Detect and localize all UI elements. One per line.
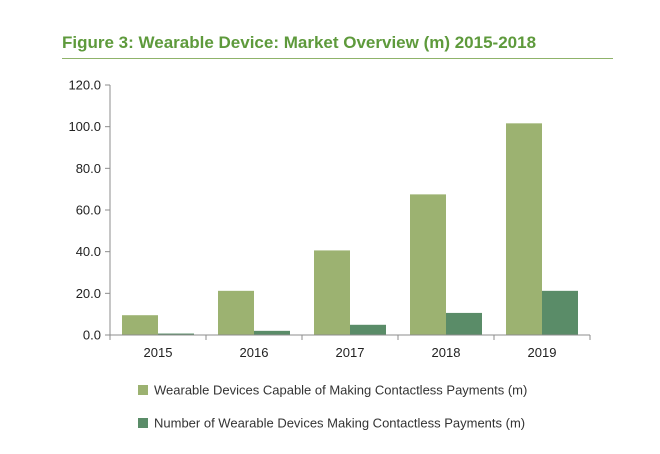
y-axis: 0.0 20.0 40.0 60.0 80.0 100.0 120.0 <box>68 78 111 343</box>
figure-title: Figure 3: Wearable Device: Market Overvi… <box>62 33 537 52</box>
y-tick-label: 80.0 <box>76 161 101 176</box>
legend-swatch-series-1 <box>138 385 148 395</box>
y-tick-label: 20.0 <box>76 286 101 301</box>
legend: Wearable Devices Capable of Making Conta… <box>138 383 527 431</box>
x-tick-label: 2017 <box>336 345 365 360</box>
y-tick-label: 0.0 <box>83 328 101 343</box>
bar-series-1-2019 <box>506 123 542 335</box>
y-tick-label: 40.0 <box>76 244 101 259</box>
bar-series-2-2016 <box>254 330 290 335</box>
y-tick-label: 120.0 <box>68 78 101 93</box>
x-tick-label: 2015 <box>144 345 173 360</box>
legend-swatch-series-2 <box>138 418 148 428</box>
bar-series-2-2018 <box>446 312 482 335</box>
title-divider <box>62 58 613 59</box>
y-tick-label: 60.0 <box>76 203 101 218</box>
bars <box>122 123 578 335</box>
y-tick-label: 100.0 <box>68 119 101 134</box>
x-tick-label: 2019 <box>528 345 557 360</box>
bar-series-2-2015 <box>158 333 194 335</box>
legend-label-series-1: Wearable Devices Capable of Making Conta… <box>154 383 527 398</box>
x-tick-label: 2016 <box>240 345 269 360</box>
x-tick-label: 2018 <box>432 345 461 360</box>
bar-series-2-2017 <box>350 324 386 335</box>
bar-series-2-2019 <box>542 290 578 335</box>
x-axis: 2015 2016 2017 2018 2019 <box>109 334 591 360</box>
bar-series-1-2016 <box>218 290 254 335</box>
bar-series-1-2018 <box>410 194 446 335</box>
bar-series-1-2017 <box>314 250 350 335</box>
bar-series-1-2015 <box>122 315 158 335</box>
legend-label-series-2: Number of Wearable Devices Making Contac… <box>154 416 525 431</box>
